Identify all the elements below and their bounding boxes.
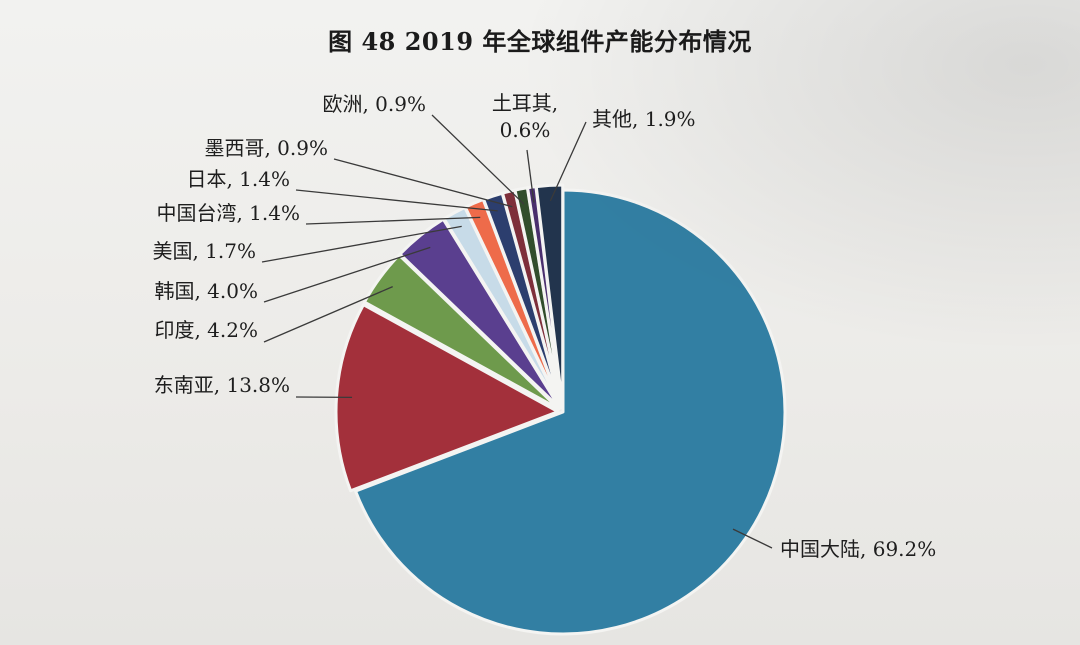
leader-line-9 <box>431 114 525 205</box>
chart-title: 图 48 2019 年全球组件产能分布情况 <box>328 27 752 56</box>
leader-line-7 <box>295 189 498 212</box>
slice-label-7: 日本, 1.4% <box>186 167 290 191</box>
slice-label-6: 中国台湾, 1.4% <box>156 201 300 225</box>
pie-slice-11 <box>534 183 565 409</box>
slice-label-8: 墨西哥, 0.9% <box>204 136 328 160</box>
pie-slice-1 <box>354 188 787 636</box>
leader-line-1 <box>732 528 773 549</box>
slice-label-5: 美国, 1.7% <box>152 239 256 263</box>
pie-slice-2 <box>334 303 560 493</box>
slice-label-4: 韩国, 4.0% <box>154 279 258 303</box>
slice-label-11: 其他, 1.9% <box>592 107 696 131</box>
slice-label-3: 印度, 4.2% <box>154 318 258 342</box>
slice-label-2: 东南亚, 13.8% <box>154 373 290 397</box>
slice-label-1: 中国大陆, 69.2% <box>780 537 936 561</box>
leader-line-8 <box>333 158 513 208</box>
leader-line-5 <box>261 225 462 263</box>
leader-line-3 <box>263 286 393 343</box>
slice-label-9: 欧洲, 0.9% <box>322 92 426 116</box>
leader-line-6 <box>305 216 481 225</box>
slice-label-10: 土耳其, 0.6% <box>492 91 558 142</box>
leader-line-11 <box>549 121 587 202</box>
leader-line-4 <box>263 246 431 303</box>
leader-line-10 <box>526 149 535 203</box>
